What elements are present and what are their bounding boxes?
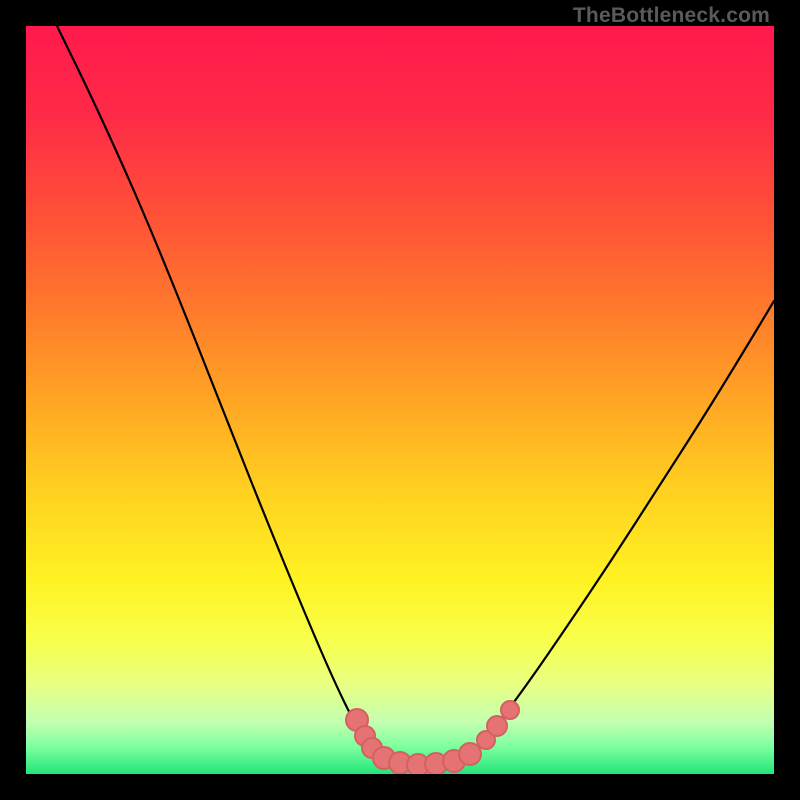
curve-marker <box>459 743 481 765</box>
curve-marker <box>501 701 519 719</box>
chart-background-gradient <box>26 26 774 774</box>
chart-outer-frame: TheBottleneck.com <box>0 0 800 800</box>
curve-marker <box>487 716 507 736</box>
chart-svg <box>26 26 774 774</box>
chart-plot-area <box>26 26 774 774</box>
watermark-text: TheBottleneck.com <box>573 4 770 28</box>
